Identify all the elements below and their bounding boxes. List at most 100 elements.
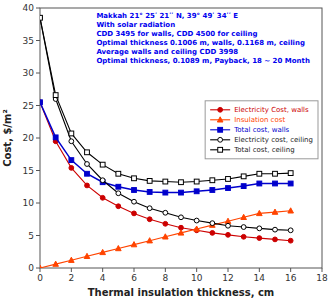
y-tick xyxy=(36,170,40,171)
point xyxy=(131,242,137,247)
point xyxy=(273,227,278,232)
point xyxy=(241,184,246,189)
series-line xyxy=(40,102,291,240)
point xyxy=(194,226,200,231)
annotation: Optimal thickness 0.1006 m, walls, 0.116… xyxy=(96,39,305,47)
x-tick xyxy=(322,268,323,272)
series-line xyxy=(40,18,291,231)
point xyxy=(132,199,137,204)
point xyxy=(163,234,169,239)
point xyxy=(132,188,137,193)
x-tick xyxy=(290,268,291,272)
x-tick-label: 16 xyxy=(285,273,297,283)
y-tick xyxy=(36,138,40,139)
point xyxy=(272,209,278,214)
annotation: Makkah 21° 25ʹ 21ʹʹ N, 39° 49ʹ 34ʹʹ E xyxy=(96,12,238,20)
point xyxy=(226,232,231,237)
x-tick xyxy=(102,268,103,272)
point xyxy=(116,184,121,189)
point xyxy=(179,190,184,195)
x-tick-label: 2 xyxy=(68,273,74,283)
point xyxy=(147,238,153,243)
point xyxy=(69,166,74,171)
point xyxy=(241,225,246,230)
point xyxy=(241,174,246,179)
x-tick xyxy=(134,268,135,272)
point xyxy=(132,176,137,181)
point xyxy=(69,257,75,262)
x-tick-label: 8 xyxy=(162,273,168,283)
legend-marker xyxy=(217,117,223,122)
series-line xyxy=(40,211,291,268)
point xyxy=(163,210,168,215)
point xyxy=(288,228,293,233)
x-tick-label: 18 xyxy=(316,273,328,283)
legend-label: Electricity cost, ceiling xyxy=(234,136,313,144)
y-tick-label: 20 xyxy=(23,133,35,143)
point xyxy=(40,100,42,105)
point xyxy=(100,249,106,254)
point xyxy=(288,181,293,186)
annotation: With solar radiation xyxy=(96,21,175,29)
y-tick-label: 25 xyxy=(23,101,34,111)
point xyxy=(257,226,262,231)
point xyxy=(40,100,42,105)
y-tick-label: 30 xyxy=(23,68,35,78)
point xyxy=(210,221,215,226)
point xyxy=(273,171,278,176)
y-tick xyxy=(36,73,40,74)
point xyxy=(85,183,90,188)
point xyxy=(163,190,168,195)
point xyxy=(85,171,90,176)
y-tick xyxy=(36,105,40,106)
plot-frame xyxy=(40,8,322,268)
x-tick xyxy=(196,268,197,272)
point xyxy=(100,162,105,167)
point xyxy=(194,179,199,184)
point xyxy=(226,223,231,228)
point xyxy=(85,150,90,155)
x-tick-label: 12 xyxy=(222,273,233,283)
x-tick-label: 6 xyxy=(131,273,137,283)
point xyxy=(257,181,262,186)
x-tick xyxy=(228,268,229,272)
point xyxy=(147,179,152,184)
point xyxy=(53,93,58,98)
y-tick xyxy=(36,8,40,9)
point xyxy=(40,15,42,20)
point xyxy=(100,195,105,200)
y-tick-label: 5 xyxy=(28,231,34,241)
y-tick-label: 35 xyxy=(23,36,34,46)
point xyxy=(116,204,121,209)
y-tick xyxy=(36,40,40,41)
point xyxy=(257,210,263,215)
point xyxy=(84,253,90,258)
point xyxy=(116,246,122,251)
point xyxy=(273,237,278,242)
x-tick-label: 0 xyxy=(37,273,43,283)
point xyxy=(85,162,90,167)
point xyxy=(210,188,215,193)
point xyxy=(210,231,215,236)
y-tick xyxy=(36,268,40,269)
point xyxy=(288,208,294,213)
point xyxy=(147,206,152,211)
point xyxy=(100,178,105,183)
point xyxy=(288,238,293,243)
point xyxy=(69,158,74,163)
point xyxy=(226,186,231,191)
point xyxy=(273,181,278,186)
point xyxy=(53,261,59,266)
legend: Electricity Cost, wallsInsulation costTo… xyxy=(205,101,318,159)
x-tick xyxy=(71,268,72,272)
legend-label: Insulation cost xyxy=(234,116,285,124)
point xyxy=(53,135,58,140)
y-tick xyxy=(36,203,40,204)
point xyxy=(163,221,168,226)
point xyxy=(69,139,74,144)
legend-label: Total cost, walls xyxy=(233,126,289,134)
point xyxy=(178,230,184,235)
x-tick-label: 10 xyxy=(191,273,203,283)
point xyxy=(147,217,152,222)
point xyxy=(40,15,42,20)
